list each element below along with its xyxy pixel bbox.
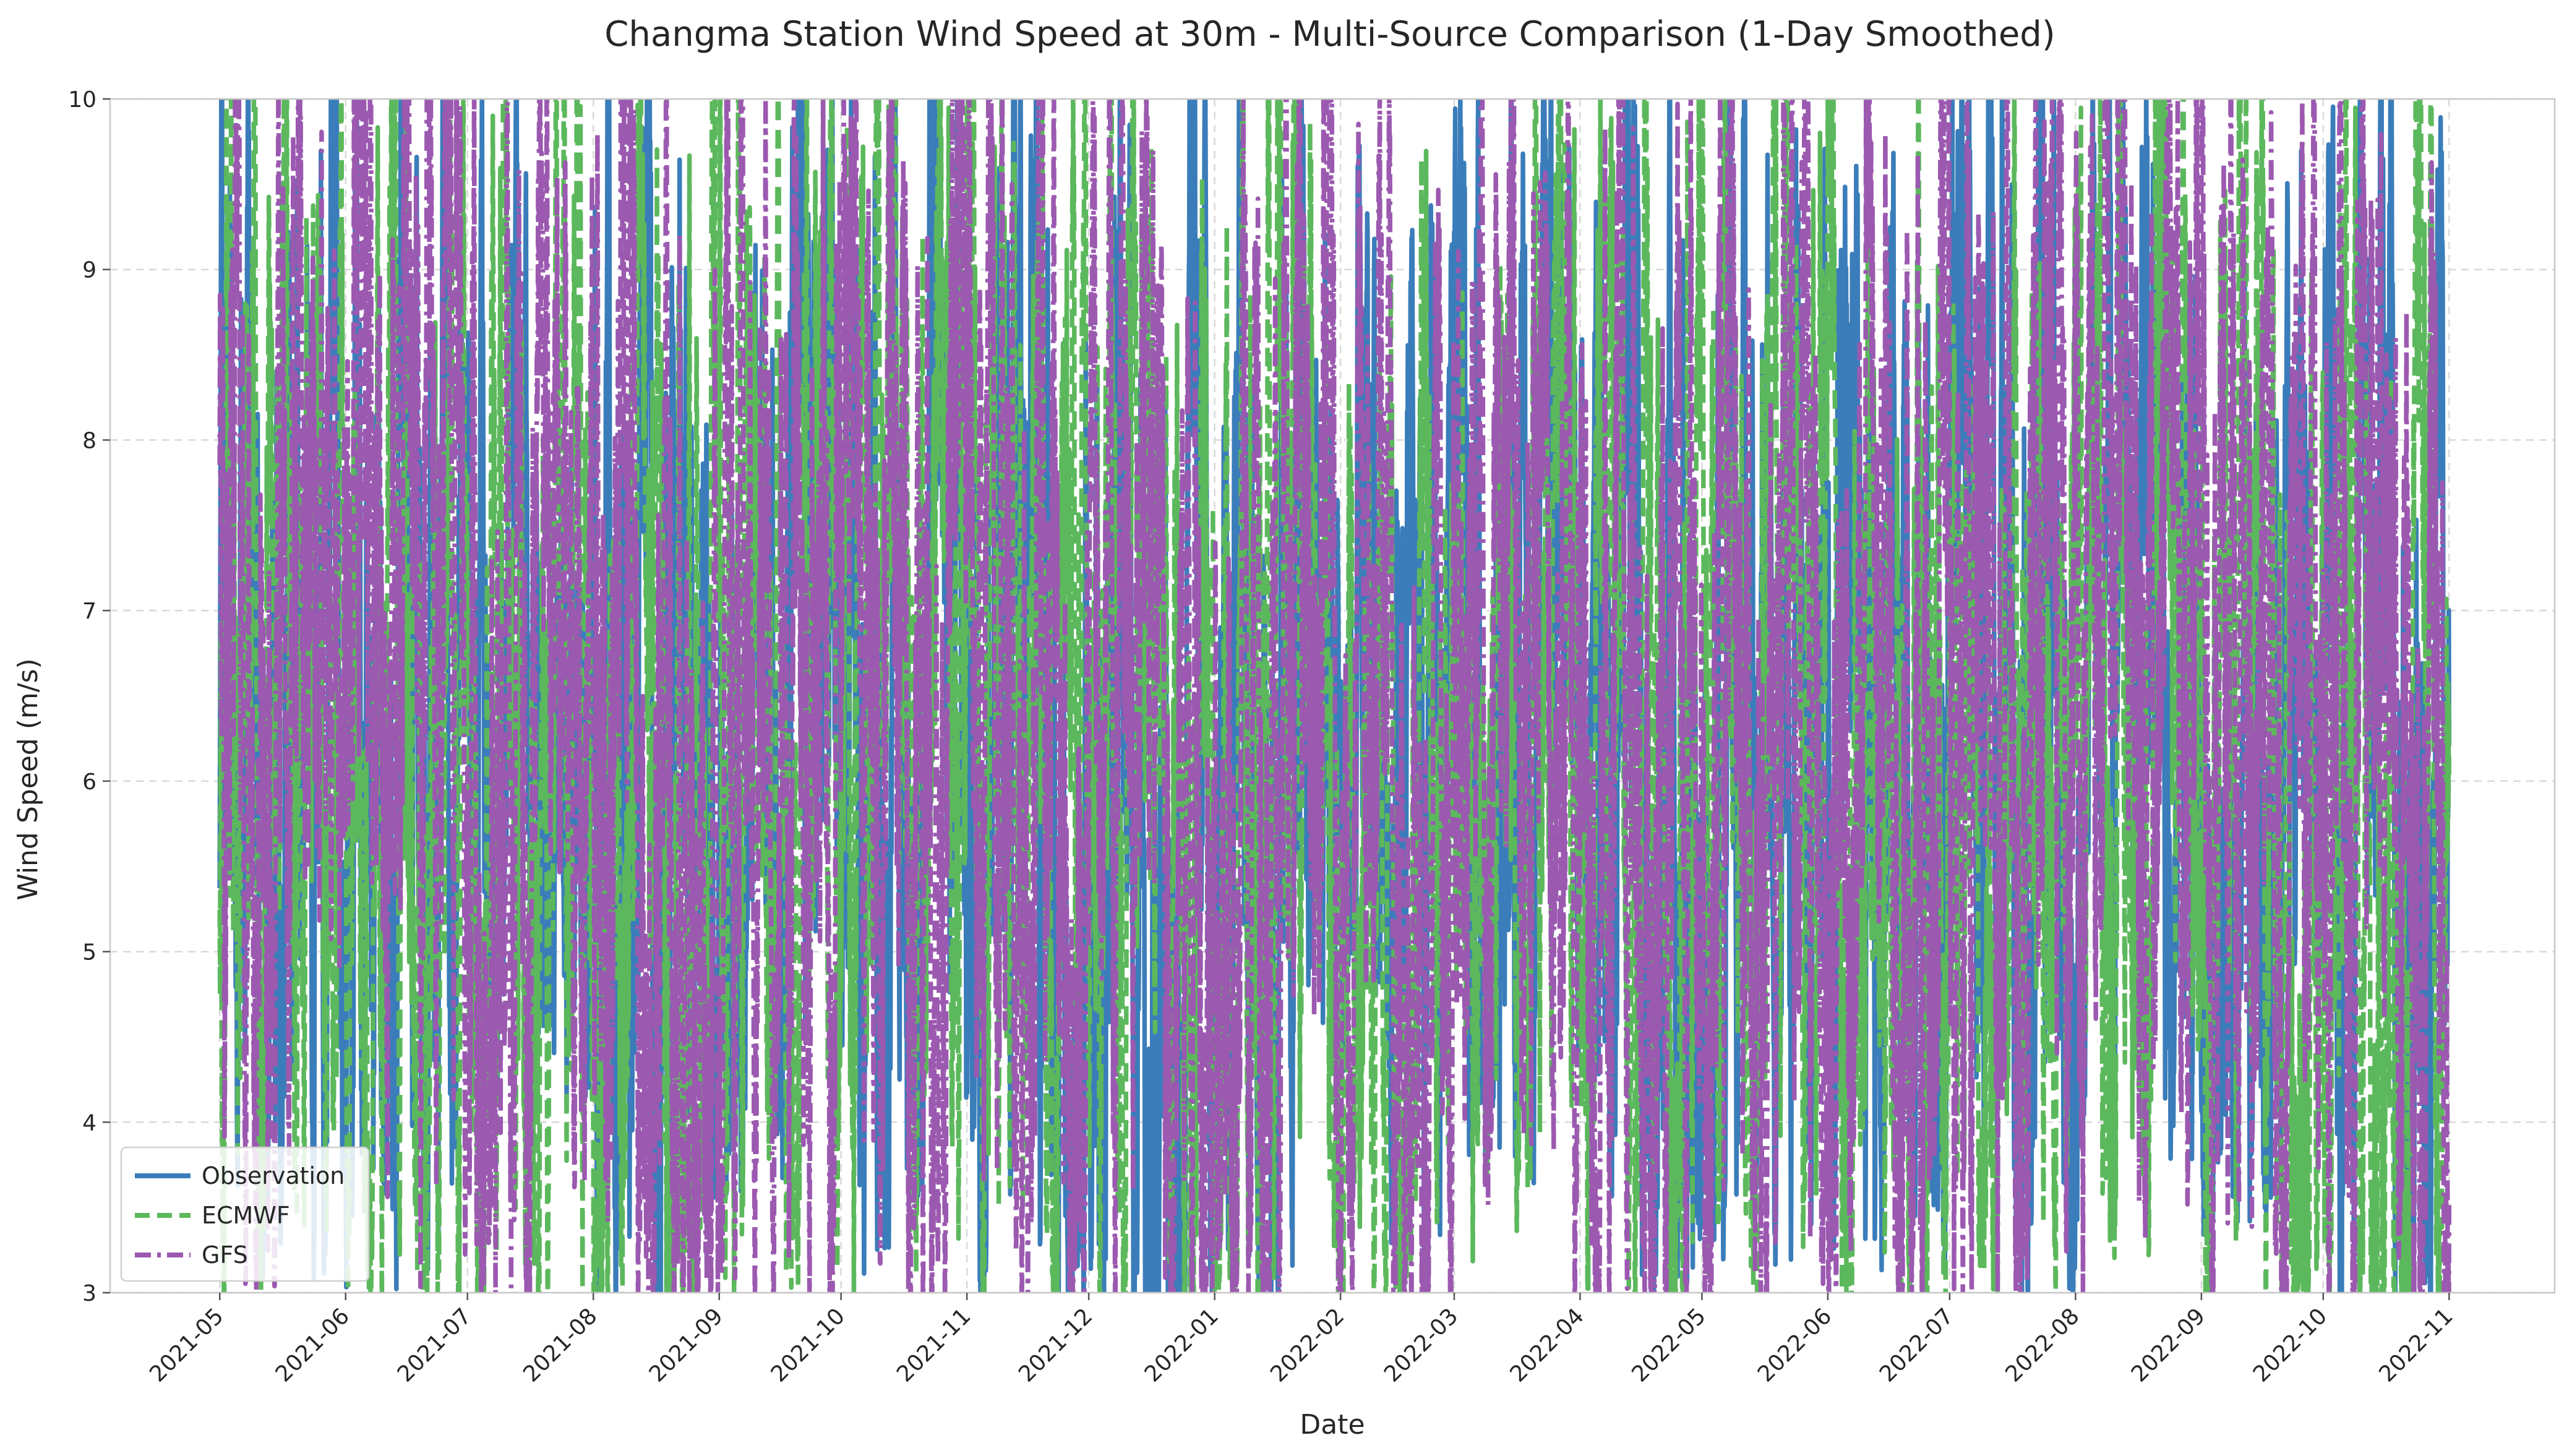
plot-frame [109,98,2556,1294]
series-line-gfs [217,99,2452,1293]
chart-title: Changma Station Wind Speed at 30m - Mult… [604,14,2055,54]
y-tick-label: 9 [82,258,96,283]
y-axis-label: Wind Speed (m/s) [12,658,44,900]
y-tick-label: 4 [82,1110,96,1136]
x-axis-label: Date [1300,1409,1365,1441]
legend-label-gfs: GFS [202,1241,248,1269]
legend-label-observation: Observation [202,1162,345,1189]
legend-box [120,1146,370,1282]
series-layer [217,99,2452,1293]
y-tick-label: 10 [68,87,96,113]
y-tick-label: 5 [82,940,96,966]
legend: Observation ECMWF GFS [120,1146,370,1282]
y-tick-label: 3 [82,1281,96,1306]
y-tick-label: 7 [82,599,96,624]
y-tick-label: 6 [82,769,96,795]
y-tick-label: 8 [82,428,96,453]
legend-label-ecmwf: ECMWF [202,1202,290,1229]
